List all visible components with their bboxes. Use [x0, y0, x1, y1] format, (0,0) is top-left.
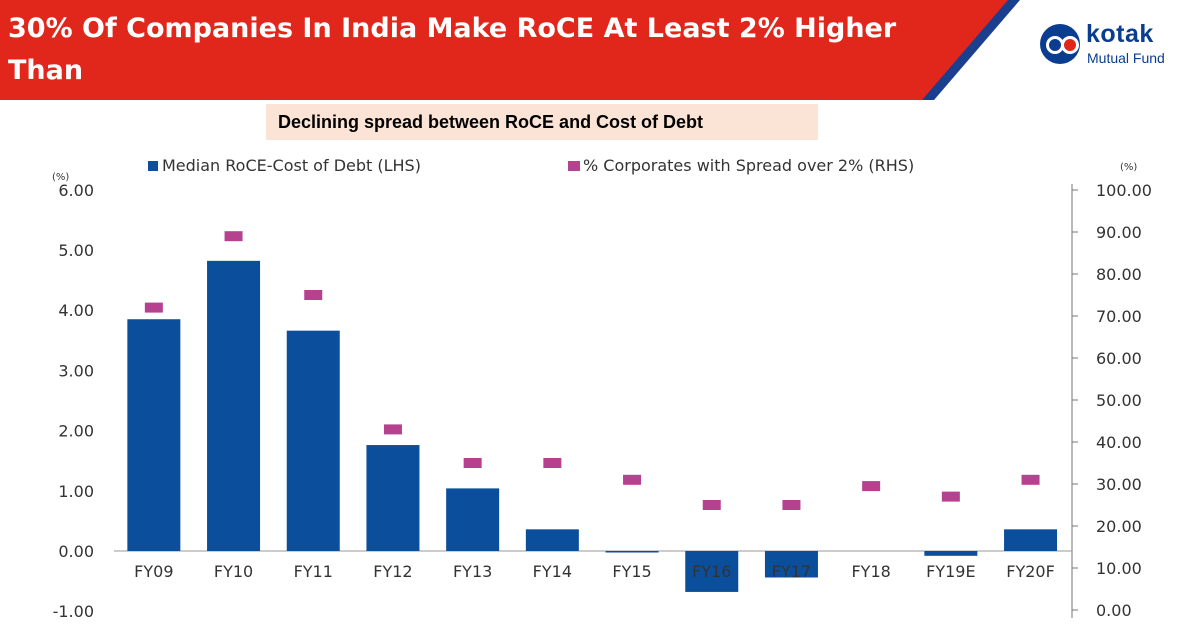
right-axis-unit: (%)	[1120, 162, 1137, 173]
x-tick-label: FY14	[533, 562, 572, 581]
marker-fy18	[862, 481, 881, 492]
right-tick-label: 60.00	[1096, 349, 1142, 368]
marker-fy09	[144, 302, 163, 313]
bar-fy12	[366, 445, 420, 551]
left-tick-label: 4.00	[58, 301, 94, 320]
left-tick-label: 2.00	[58, 422, 94, 441]
marker-fy11	[304, 290, 323, 300]
bar-fy14	[525, 529, 579, 551]
bar-fy16	[685, 551, 739, 592]
bar-fy09	[127, 319, 181, 551]
x-tick-label: FY13	[453, 562, 492, 581]
right-tick-label: 100.00	[1096, 181, 1152, 200]
x-tick-label: FY11	[294, 562, 333, 581]
bar-fy20f	[1004, 529, 1058, 551]
page-title-line1: 30% Of Companies In India Make RoCE At L…	[8, 13, 897, 86]
bar-fy19e	[924, 551, 978, 556]
right-tick-label: 20.00	[1096, 517, 1142, 536]
combo-chart: 6.00 5.00 4.00 3.00 2.00 1.00 0.00 -1.00 (%) 100.…	[52, 156, 1152, 621]
x-tick-label: FY20F	[1006, 562, 1055, 581]
x-tick-label: FY10	[214, 562, 253, 581]
logo-brand: kotak	[1086, 20, 1154, 48]
marker-fy17	[782, 500, 801, 510]
marker-fy12	[383, 424, 402, 435]
legend-swatch-bars	[148, 161, 158, 171]
legend-label-bars: Median RoCE-Cost of Debt (LHS)	[162, 156, 421, 175]
marker-fy10	[224, 231, 243, 242]
marker-fy14	[543, 458, 562, 468]
x-tick-label: FY09	[134, 562, 173, 581]
right-tick-label: 70.00	[1096, 307, 1142, 326]
right-tick-label: 50.00	[1096, 391, 1142, 410]
chart-subtitle: Declining spread between RoCE and Cost o…	[266, 104, 818, 140]
right-tick-label: 40.00	[1096, 433, 1142, 452]
bar-fy17	[764, 551, 818, 578]
right-tick-label: 90.00	[1096, 223, 1142, 242]
x-tick-label: FY19E	[926, 562, 975, 581]
kotak-infinity-logo-icon	[1040, 24, 1080, 64]
right-tick-label: 30.00	[1096, 475, 1142, 494]
x-tick-label: FY16	[692, 562, 731, 581]
left-tick-label: 1.00	[58, 482, 94, 501]
marker-fy16	[702, 500, 721, 510]
x-tick-label: FY15	[612, 562, 651, 581]
banner-fill	[0, 0, 1008, 100]
logo-sub: Mutual Fund	[1087, 50, 1165, 66]
right-tick-label: 0.00	[1096, 601, 1132, 620]
legend-label-markers: % Corporates with Spread over 2% (RHS)	[583, 156, 914, 175]
left-tick-label: 6.00	[58, 181, 94, 200]
x-tick-label: FY17	[772, 562, 811, 581]
left-tick-label: 3.00	[58, 361, 94, 380]
left-tick-label: 0.00	[58, 542, 94, 561]
left-axis-unit: (%)	[52, 172, 69, 183]
legend-swatch-markers	[568, 161, 580, 171]
marker-fy19e	[941, 491, 960, 502]
marker-fy20f	[1021, 474, 1040, 485]
left-tick-label: 5.00	[58, 241, 94, 260]
right-tick-label: 80.00	[1096, 265, 1142, 284]
marker-fy15	[623, 474, 642, 485]
title-banner	[0, 0, 1020, 100]
right-tick-label: 10.00	[1096, 559, 1142, 578]
bar-fy10	[207, 260, 261, 551]
marker-fy13	[463, 458, 482, 468]
left-tick-label: -1.00	[53, 602, 94, 621]
x-tick-label: FY18	[851, 562, 890, 581]
bar-fy13	[446, 488, 500, 551]
x-tick-label: FY12	[373, 562, 412, 581]
bar-fy11	[286, 330, 340, 551]
bar-fy15	[605, 551, 659, 553]
